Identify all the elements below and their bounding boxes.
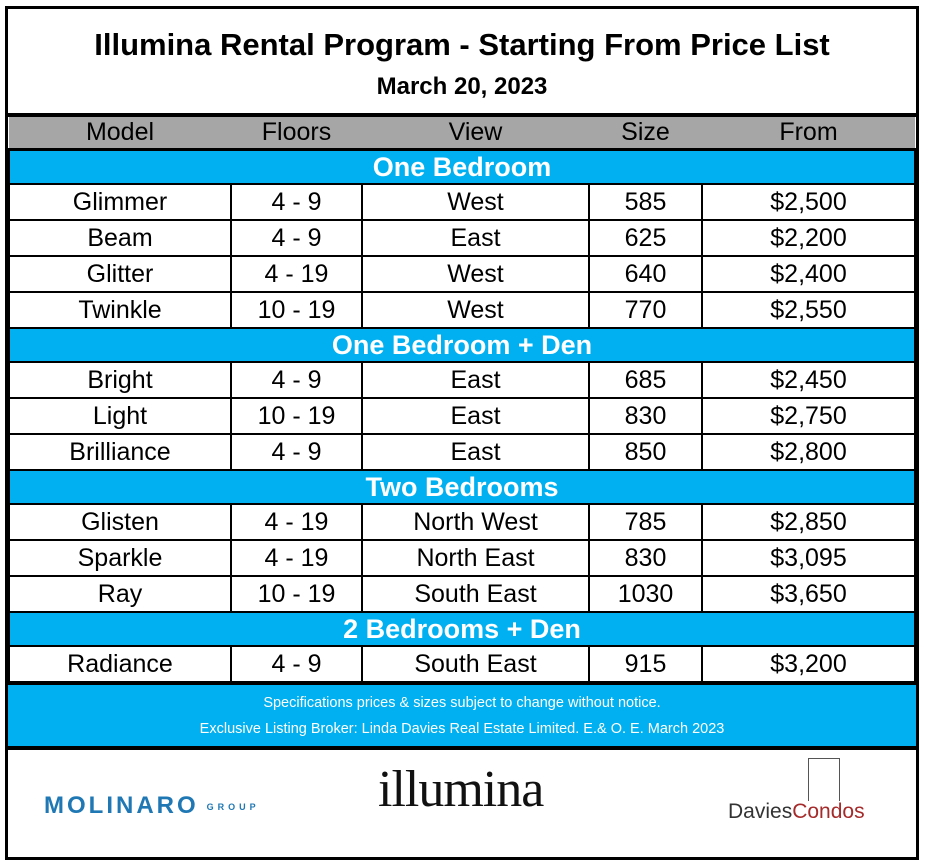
cell-model: Ray [8,575,232,613]
cell-view: North West [361,503,590,541]
cell-model: Sparkle [8,539,232,577]
cell-model: Glisten [8,503,232,541]
davies-condos-logo: DaviesCondos [728,800,865,823]
cell-model: Bright [8,361,232,399]
cell-view: North East [361,539,590,577]
cell-view: South East [361,645,590,683]
cell-from: $3,650 [701,575,916,613]
disclaimer-line-2: Exclusive Listing Broker: Linda Davies R… [199,721,725,737]
disclaimer-line-1: Specifications prices & sizes subject to… [263,695,661,711]
table-row: Light 10 - 19 East 830 $2,750 [8,397,916,435]
table-row: Ray 10 - 19 South East 1030 $3,650 [8,575,916,613]
section-header: Two Bedrooms [8,469,916,505]
cell-size: 585 [588,183,703,221]
section-title: 2 Bedrooms + Den [8,611,916,647]
cell-size: 915 [588,645,703,683]
cell-size: 785 [588,503,703,541]
table-row: Sparkle 4 - 19 North East 830 $3,095 [8,539,916,577]
cell-floors: 4 - 9 [230,361,363,399]
column-header-size: Size [589,117,702,151]
molinaro-logo: MOLINARO GROUP [44,792,260,819]
section-title: One Bedroom + Den [8,327,916,363]
table-row: Glisten 4 - 19 North West 785 $2,850 [8,503,916,541]
cell-view: East [361,433,590,471]
cell-from: $2,400 [701,255,916,293]
cell-size: 830 [588,539,703,577]
table-row: Radiance 4 - 9 South East 915 $3,200 [8,645,916,683]
cell-view: East [361,361,590,399]
cell-model: Beam [8,219,232,257]
cell-size: 685 [588,361,703,399]
cell-from: $2,450 [701,361,916,399]
column-header-floors: Floors [231,117,362,151]
cell-size: 1030 [588,575,703,613]
disclaimer: Specifications prices & sizes subject to… [8,683,916,750]
building-icon [808,758,840,801]
cell-from: $2,550 [701,291,916,329]
column-header-from: From [702,117,915,151]
page-title: Illumina Rental Program - Starting From … [94,27,830,62]
cell-size: 640 [588,255,703,293]
cell-from: $2,500 [701,183,916,221]
cell-view: West [361,183,590,221]
illumina-logo: illumina [378,761,544,818]
cell-view: East [361,397,590,435]
section-header: One Bedroom + Den [8,327,916,363]
section-title: One Bedroom [8,148,916,185]
cell-from: $3,200 [701,645,916,683]
price-list: Illumina Rental Program - Starting From … [5,6,919,860]
cell-from: $3,095 [701,539,916,577]
cell-view: East [361,219,590,257]
cell-view: West [361,255,590,293]
section-title: Two Bedrooms [8,469,916,505]
date: March 20, 2023 [376,73,548,100]
cell-model: Brilliance [8,433,232,471]
section-header: 2 Bedrooms + Den [8,611,916,647]
column-header-model: Model [9,117,231,151]
cell-floors: 10 - 19 [230,575,363,613]
cell-size: 850 [588,433,703,471]
table-row: Glimmer 4 - 9 West 585 $2,500 [8,183,916,221]
cell-size: 830 [588,397,703,435]
title-block: Illumina Rental Program - Starting From … [8,9,916,117]
cell-model: Twinkle [8,291,232,329]
cell-floors: 4 - 9 [230,219,363,257]
cell-view: West [361,291,590,329]
cell-floors: 4 - 19 [230,503,363,541]
cell-from: $2,800 [701,433,916,471]
cell-from: $2,200 [701,219,916,257]
section-header: One Bedroom [8,148,916,185]
cell-size: 770 [588,291,703,329]
cell-model: Glimmer [8,183,232,221]
cell-floors: 4 - 9 [230,183,363,221]
table-row: Bright 4 - 9 East 685 $2,450 [8,361,916,399]
header-row: Model Floors View Size From [9,117,915,151]
cell-from: $2,850 [701,503,916,541]
table-row: Glitter 4 - 19 West 640 $2,400 [8,255,916,293]
table-row: Brilliance 4 - 9 East 850 $2,800 [8,433,916,471]
cell-floors: 10 - 19 [230,397,363,435]
cell-from: $2,750 [701,397,916,435]
cell-model: Glitter [8,255,232,293]
cell-size: 625 [588,219,703,257]
table-row: Beam 4 - 9 East 625 $2,200 [8,219,916,257]
cell-floors: 4 - 9 [230,645,363,683]
table-row: Twinkle 10 - 19 West 770 $2,550 [8,291,916,329]
cell-model: Light [8,397,232,435]
cell-floors: 4 - 9 [230,433,363,471]
price-table: Model Floors View Size From One Bedroom Glimme… [8,117,916,683]
logos: MOLINARO GROUP illumina DaviesCondos [8,750,916,846]
cell-floors: 10 - 19 [230,291,363,329]
cell-floors: 4 - 19 [230,255,363,293]
cell-view: South East [361,575,590,613]
column-header-view: View [362,117,589,151]
cell-floors: 4 - 19 [230,539,363,577]
cell-model: Radiance [8,645,232,683]
